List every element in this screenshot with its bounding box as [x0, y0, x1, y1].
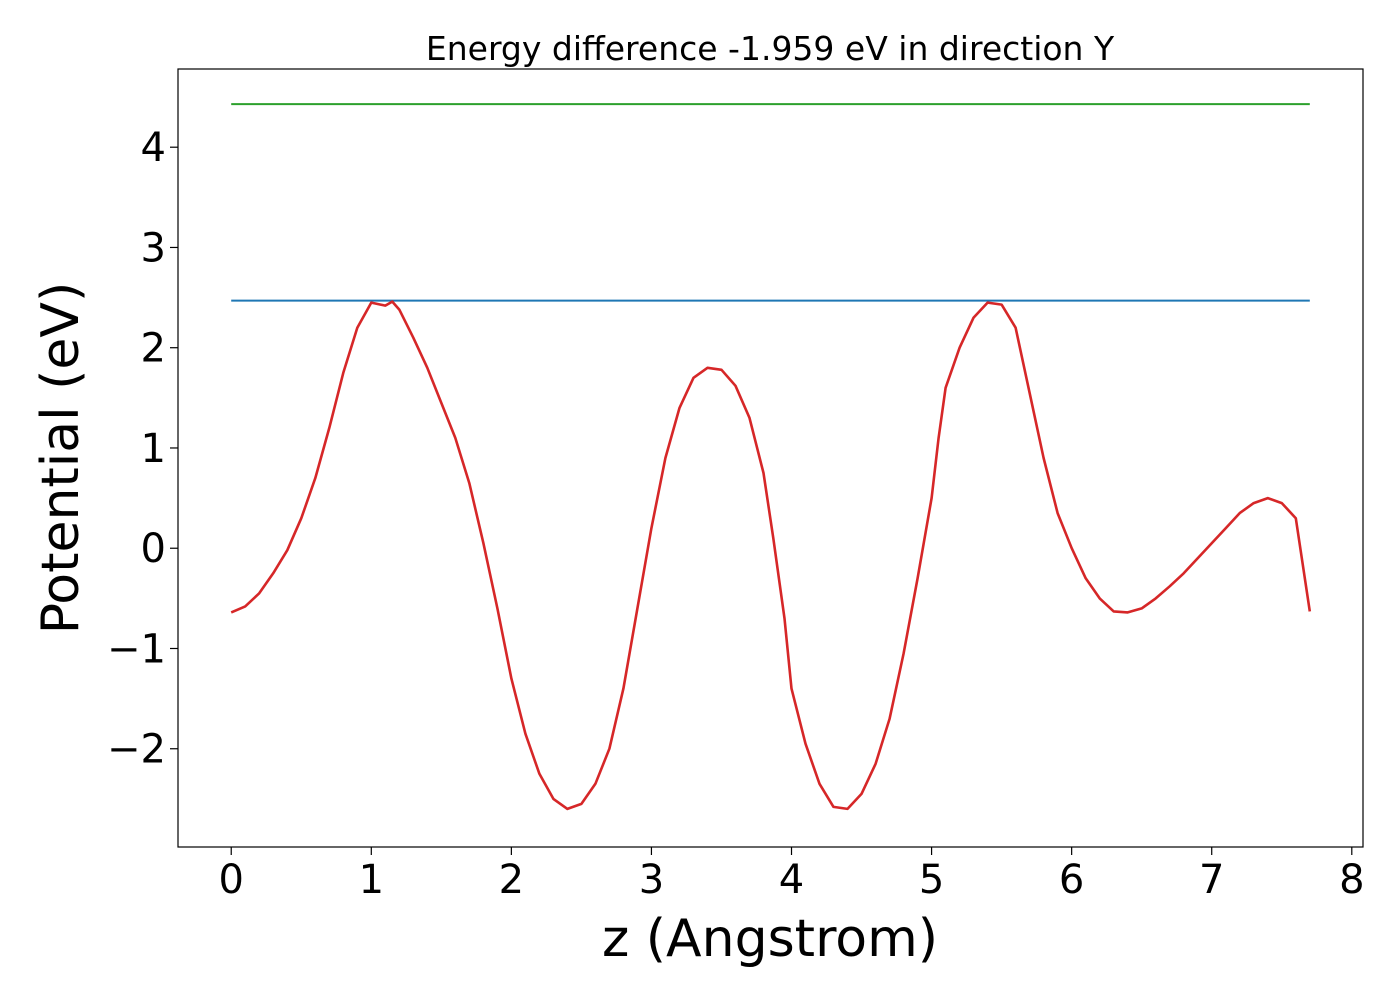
plot-frame — [177, 68, 1364, 848]
y-tick-label: 1 — [141, 426, 166, 472]
y-tick-label: −2 — [107, 727, 166, 773]
plot-area — [230, 103, 1312, 811]
y-tick-label: 3 — [141, 225, 166, 271]
x-tick-label: 6 — [1059, 857, 1084, 903]
x-tick-label: 5 — [919, 857, 944, 903]
chart-title: Energy difference -1.959 eV in direction… — [426, 29, 1115, 68]
x-tick-label: 3 — [639, 857, 664, 903]
y-tick-label: 0 — [141, 526, 166, 572]
x-tick-label: 7 — [1199, 857, 1224, 903]
x-tick-label: 2 — [499, 857, 524, 903]
y-tick-label: 4 — [141, 125, 166, 171]
y-tick-label: 2 — [141, 326, 166, 372]
potential-curve — [230, 300, 1312, 811]
x-tick-label: 8 — [1339, 857, 1364, 903]
x-tick-label: 0 — [219, 857, 244, 903]
x-tick-label: 1 — [359, 857, 384, 903]
y-tick-label: −1 — [107, 626, 166, 672]
x-axis-label: z (Angstrom) — [602, 909, 938, 969]
y-axis: −2 −1 0 1 2 3 4 — [107, 125, 178, 773]
x-axis: 0 1 2 3 4 5 6 7 8 — [219, 847, 1365, 903]
y-axis-label: Potential (eV) — [31, 282, 91, 634]
x-tick-label: 4 — [779, 857, 804, 903]
